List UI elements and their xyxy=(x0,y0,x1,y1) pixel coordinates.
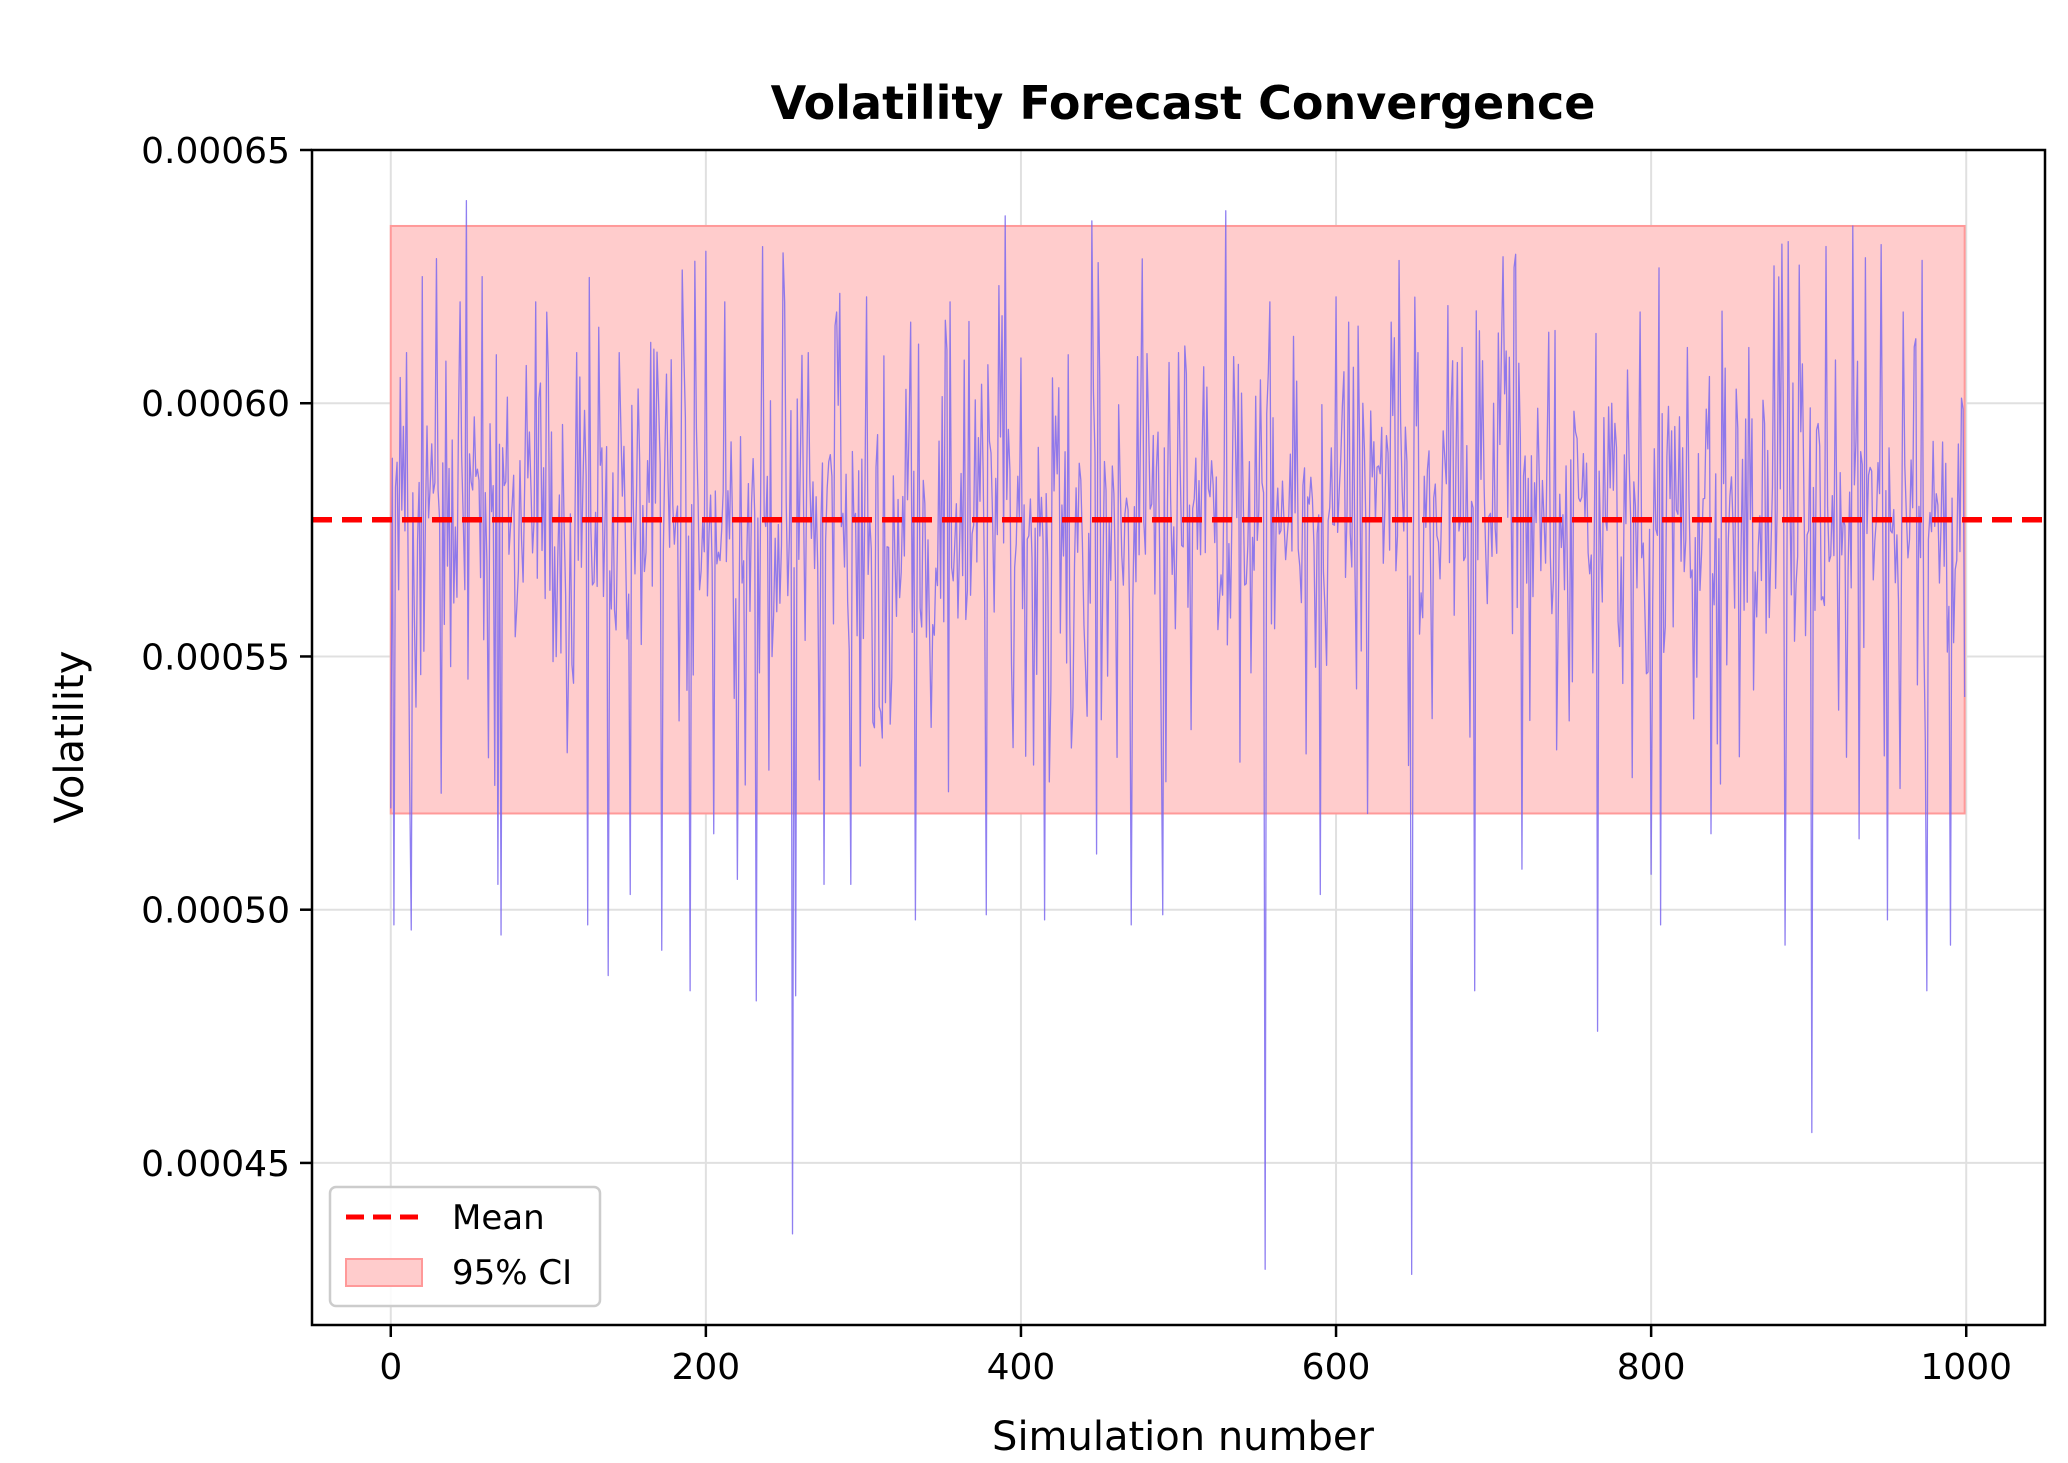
y-axis-label: Volatility xyxy=(47,651,93,824)
y-axis: 0.00045 0.00050 0.00055 0.00060 0.00065 xyxy=(141,131,312,1185)
plot-frame xyxy=(310,148,2047,1327)
y-tick-label: 0.00045 xyxy=(141,1144,290,1185)
x-tick-label: 400 xyxy=(987,1347,1056,1388)
x-tick-label: 0 xyxy=(379,1347,402,1388)
chart-title: Volatility Forecast Convergence xyxy=(771,76,1596,130)
legend-ci-swatch xyxy=(345,1258,423,1287)
x-tick-label: 200 xyxy=(672,1347,741,1388)
y-tick-label: 0.00050 xyxy=(141,891,290,932)
y-tick-label: 0.00065 xyxy=(141,131,290,172)
legend-mean-label: Mean xyxy=(452,1198,545,1238)
y-tick-label: 0.00055 xyxy=(141,637,290,678)
x-axis-label: Simulation number xyxy=(992,1414,1374,1460)
x-tick-label: 1000 xyxy=(1920,1347,2012,1388)
x-axis: 0 200 400 600 800 1000 xyxy=(379,1325,2012,1388)
plot-area xyxy=(310,148,2047,1327)
y-tick-label: 0.00060 xyxy=(141,384,290,425)
volatility-series-line xyxy=(390,199,1966,1275)
legend-ci-label: 95% CI xyxy=(452,1253,572,1293)
x-tick-label: 800 xyxy=(1617,1347,1686,1388)
series-layer xyxy=(390,199,1966,1275)
legend: Mean 95% CI xyxy=(328,1185,602,1308)
x-tick-label: 600 xyxy=(1302,1347,1371,1388)
